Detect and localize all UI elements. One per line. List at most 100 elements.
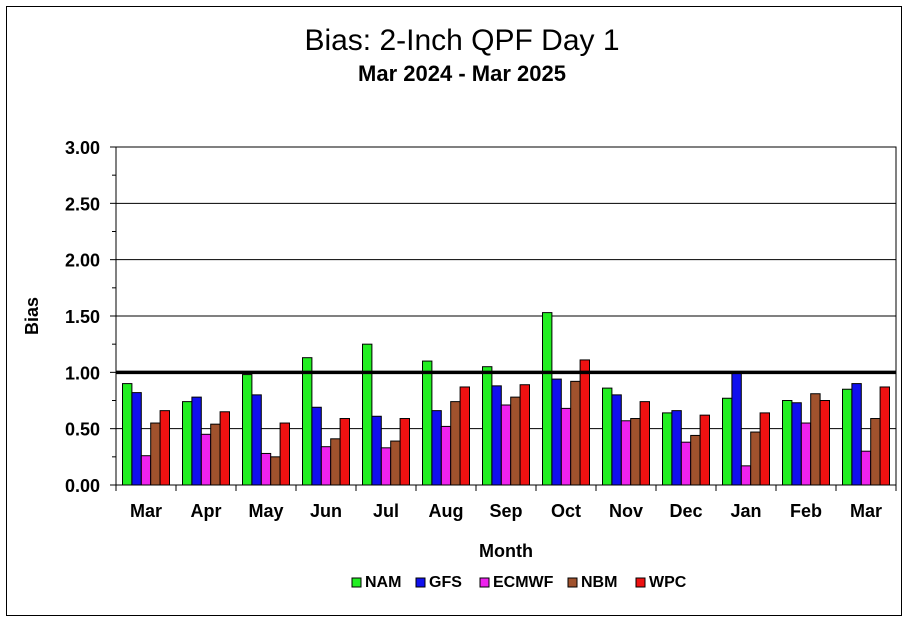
bar-ecmwf (140, 455, 152, 486)
bar-nam (782, 400, 793, 486)
bar-ecmwf (860, 450, 872, 486)
bar-nbm (690, 434, 701, 486)
chart-frame (6, 6, 902, 616)
bar-wpc (759, 412, 770, 486)
x-tick-label: Oct (551, 501, 581, 521)
y-tick-label: 3.00 (65, 138, 100, 158)
bar-wpc (399, 418, 411, 486)
bar-ecmwf (560, 407, 572, 486)
bar-nam (182, 401, 193, 486)
x-tick-label: Sep (489, 501, 522, 521)
bar-gfs (251, 394, 262, 486)
bar-nbm (270, 456, 281, 486)
bar-nbm (450, 401, 461, 486)
bar-gfs (791, 402, 802, 486)
bar-wpc (819, 400, 830, 486)
bar-wpc (699, 414, 710, 486)
bar-nbm (810, 393, 821, 486)
legend-label-wpc: WPC (649, 574, 687, 591)
legend-swatch-wpc (635, 577, 646, 588)
legend-swatch-nbm (567, 577, 578, 588)
bar-ecmwf (800, 422, 812, 486)
bar-nam (242, 374, 253, 486)
bar-ecmwf (620, 420, 632, 486)
bar-nam (602, 387, 613, 486)
legend-label-gfs: GFS (429, 574, 462, 591)
bar-gfs (851, 383, 862, 486)
x-tick-label: Jan (730, 501, 761, 521)
bar-gfs (311, 406, 322, 486)
plot-area: 0.00 0.50 1.00 1.50 2.00 2.50 3.00 Mar Apr May Jun… (65, 138, 897, 521)
y-tick-label: 2.00 (65, 251, 100, 271)
chart-title: Bias: 2-Inch QPF Day 1 (304, 24, 619, 57)
legend-label-ecmwf: ECMWF (493, 574, 554, 591)
bar-gfs (551, 378, 562, 486)
bar-nam (122, 383, 133, 486)
bar-ecmwf (740, 465, 752, 486)
x-tick-label: Dec (669, 501, 702, 521)
y-tick-label: 1.50 (65, 307, 100, 327)
bar-gfs (371, 415, 382, 486)
bar-ecmwf (680, 441, 692, 486)
bar-wpc (879, 386, 890, 486)
bar-ecmwf (320, 446, 332, 486)
bar-nam (722, 397, 733, 486)
bar-ecmwf (380, 447, 392, 486)
bar-nam (542, 312, 553, 486)
bar-ecmwf (500, 404, 512, 486)
bar-wpc (159, 410, 171, 486)
bar-wpc (579, 359, 590, 486)
y-tick-label: 1.00 (65, 363, 100, 383)
bar-wpc (279, 422, 291, 486)
bar-wpc (219, 411, 231, 486)
bar-gfs (731, 372, 742, 486)
bar-ecmwf (440, 425, 452, 486)
legend-swatch-nam (351, 577, 362, 588)
bar-ecmwf (260, 452, 272, 486)
bar-nbm (510, 396, 521, 486)
x-tick-label: Mar (130, 501, 162, 521)
bar-gfs (611, 394, 622, 486)
y-tick-label: 0.00 (65, 476, 100, 496)
y-tick-label: 2.50 (65, 194, 100, 214)
bar-nbm (150, 422, 161, 486)
bar-nam (302, 357, 313, 486)
bar-nam (482, 366, 493, 486)
bar-nbm (570, 380, 581, 486)
bar-gfs (671, 410, 682, 486)
bar-gfs (431, 410, 442, 486)
bar-nbm (330, 438, 341, 486)
bar-gfs (491, 385, 502, 486)
bar-nam (662, 412, 673, 486)
x-tick-label: Apr (191, 501, 222, 521)
bar-nbm (750, 431, 761, 486)
x-tick-label: Mar (850, 501, 882, 521)
bar-nbm (210, 423, 221, 486)
bar-wpc (339, 418, 351, 486)
bar-gfs (191, 396, 202, 486)
bar-wpc (519, 384, 530, 486)
x-tick-label: May (248, 501, 283, 521)
legend-label-nam: NAM (365, 574, 401, 591)
bar-nam (842, 388, 853, 486)
bar-nbm (630, 418, 641, 486)
x-tick-label: Aug (429, 501, 464, 521)
y-axis-label: Bias (22, 297, 42, 335)
legend-swatch-ecmwf (479, 577, 490, 588)
bar-nbm (390, 440, 401, 486)
x-tick-label: Jul (373, 501, 399, 521)
chart-subtitle: Mar 2024 - Mar 2025 (358, 61, 566, 86)
legend-swatch-gfs (415, 577, 426, 588)
y-tick-label: 0.50 (65, 420, 100, 440)
bar-nam (422, 360, 433, 486)
legend: NAM GFS ECMWF NBM WPC (351, 574, 687, 591)
bar-wpc (459, 386, 471, 486)
bar-nam (362, 343, 373, 486)
x-tick-label: Feb (790, 501, 822, 521)
bar-gfs (131, 392, 142, 486)
bar-ecmwf (200, 433, 212, 486)
legend-label-nbm: NBM (581, 574, 617, 591)
bar-nbm (870, 418, 881, 486)
x-tick-label: Jun (310, 501, 342, 521)
